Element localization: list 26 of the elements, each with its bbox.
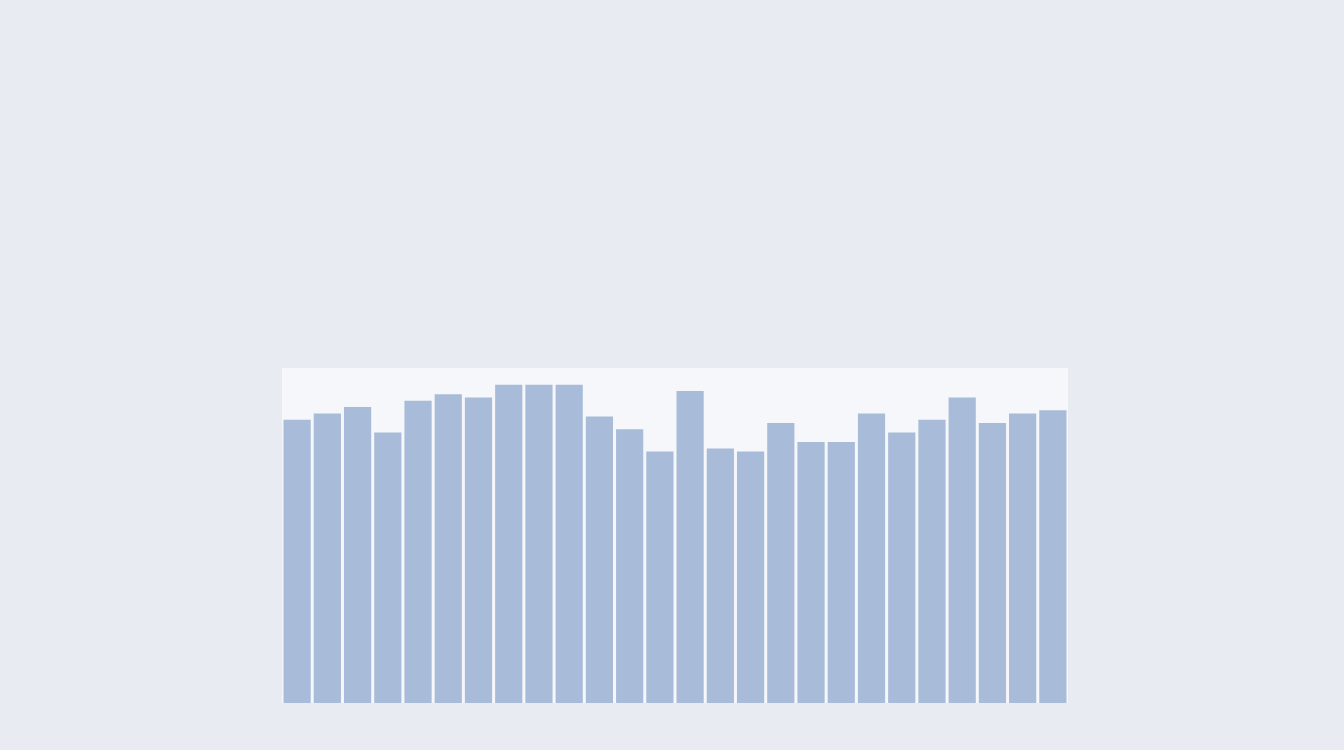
- bar: [495, 384, 523, 703]
- bar: [374, 432, 402, 703]
- bar: [555, 384, 583, 703]
- bar: [857, 413, 886, 703]
- bar: [1009, 413, 1037, 703]
- bar: [464, 397, 493, 703]
- bar: [827, 442, 855, 703]
- bar: [404, 400, 432, 703]
- bar: [313, 413, 341, 703]
- bar: [736, 451, 765, 703]
- bar: [434, 394, 462, 703]
- bar: [797, 442, 825, 703]
- bar: [948, 397, 976, 703]
- bar: [706, 448, 734, 703]
- bar: [283, 419, 311, 703]
- bar: [918, 419, 946, 703]
- bar: [646, 451, 674, 703]
- bar: [676, 391, 704, 703]
- bar: [978, 422, 1007, 703]
- bar: [1039, 410, 1067, 703]
- bar: [343, 407, 372, 703]
- bar: [585, 416, 614, 703]
- bar: [888, 432, 916, 703]
- bar: [525, 384, 553, 703]
- bar: [767, 422, 795, 703]
- bar: [616, 429, 644, 703]
